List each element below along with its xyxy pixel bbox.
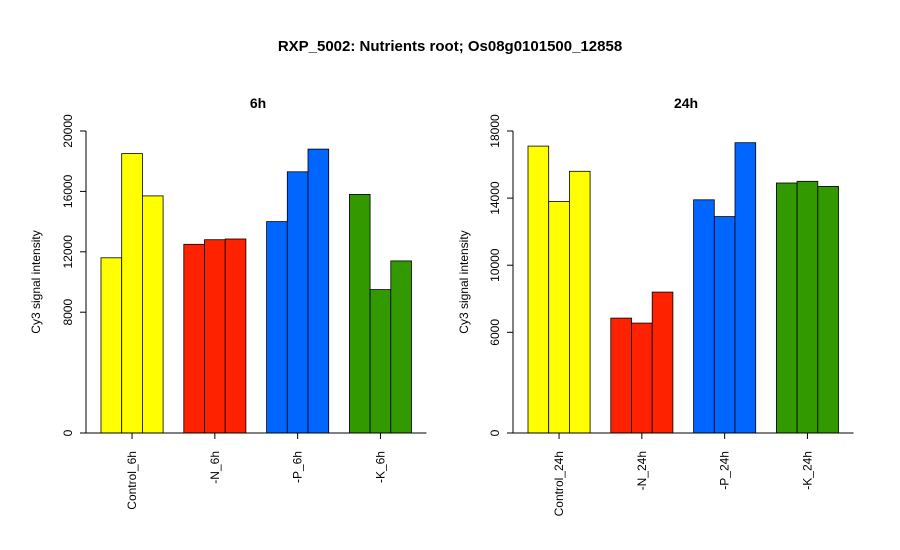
bar-1-3-0 bbox=[776, 182, 798, 434]
y-tick-label-1-4: 18000 bbox=[488, 114, 502, 148]
bar-0-2-0 bbox=[266, 221, 288, 434]
bar-1-1-0 bbox=[610, 317, 632, 434]
x-tick-label-1-3: -K_24h bbox=[800, 451, 814, 490]
bar-0-3-1 bbox=[369, 289, 392, 434]
y-tick-label-0-3: 16000 bbox=[61, 174, 75, 208]
bar-1-3-2 bbox=[817, 185, 839, 434]
y-tick-label-0-0: 0 bbox=[61, 429, 75, 436]
bar-0-3-2 bbox=[390, 260, 412, 434]
y-tick-label-1-0: 0 bbox=[488, 429, 502, 436]
main-title: RXP_5002: Nutrients root; Os08g0101500_1… bbox=[277, 38, 623, 55]
y-tick-label-1-3: 14000 bbox=[488, 181, 502, 215]
y-tick-label-0-2: 12000 bbox=[61, 235, 75, 269]
bar-0-0-1 bbox=[121, 153, 143, 434]
y-axis-label-1: Cy3 signal intensity bbox=[457, 230, 471, 333]
bar-1-0-2 bbox=[569, 170, 591, 434]
bar-1-2-1 bbox=[713, 216, 736, 434]
y-tick-label-1-2: 10000 bbox=[488, 248, 502, 282]
bar-1-0-1 bbox=[548, 201, 570, 434]
x-tick-label-1-2: -P_24h bbox=[718, 451, 732, 490]
x-tick-label-0-1: -N_6h bbox=[208, 451, 222, 484]
bar-1-2-2 bbox=[734, 142, 757, 434]
bar-0-1-0 bbox=[183, 243, 205, 434]
bar-0-2-2 bbox=[307, 148, 330, 434]
x-tick-label-0-3: -K_6h bbox=[373, 451, 387, 483]
y-tick-label-0-1: 8000 bbox=[61, 299, 75, 326]
y-tick-label-0-4: 20000 bbox=[61, 114, 75, 148]
panel-title-1: 24h bbox=[674, 95, 698, 111]
bar-0-1-2 bbox=[224, 238, 247, 434]
panel-title-0: 6h bbox=[250, 95, 266, 111]
bar-1-1-1 bbox=[631, 322, 653, 434]
x-tick-label-0-0: Control_6h bbox=[125, 451, 139, 510]
x-tick-label-1-1: -N_24h bbox=[635, 451, 649, 490]
y-axis-label-0: Cy3 signal intensity bbox=[29, 230, 43, 333]
x-tick-label-0-2: -P_6h bbox=[291, 451, 305, 483]
y-tick-label-1-1: 6000 bbox=[488, 319, 502, 346]
x-tick-label-1-0: Control_24h bbox=[552, 451, 566, 516]
bar-1-0-0 bbox=[527, 145, 550, 434]
bar-1-1-2 bbox=[651, 291, 674, 434]
bar-0-2-1 bbox=[286, 171, 309, 434]
bar-0-1-1 bbox=[204, 239, 226, 434]
bar-1-3-1 bbox=[796, 180, 819, 434]
bar-1-2-0 bbox=[693, 199, 715, 434]
bar-0-0-2 bbox=[141, 195, 164, 434]
bar-0-3-0 bbox=[348, 193, 371, 434]
bar-0-0-0 bbox=[100, 257, 123, 434]
